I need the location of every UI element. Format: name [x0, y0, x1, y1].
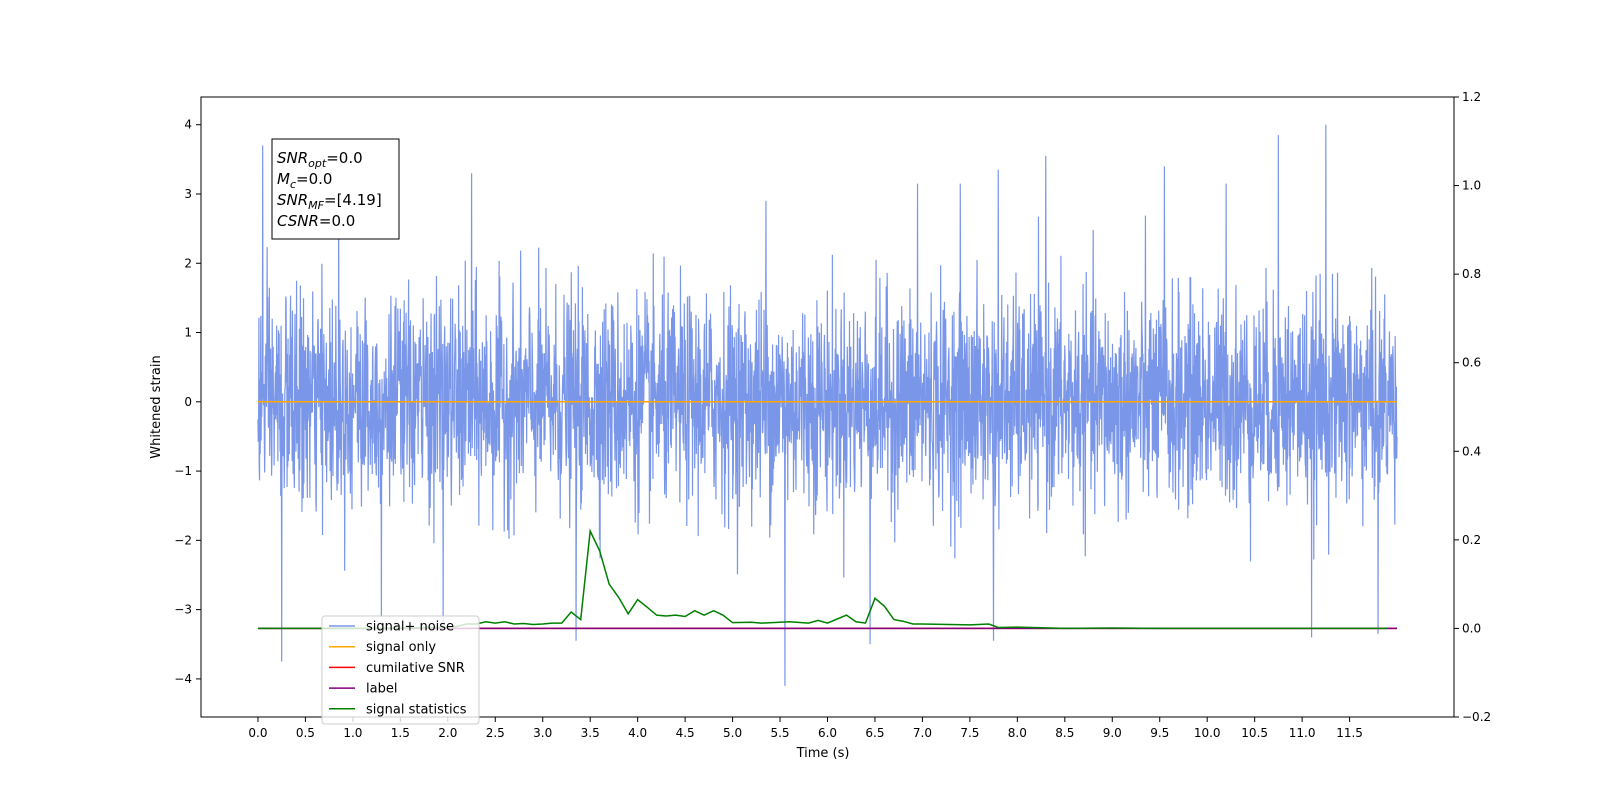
x-tick-label: 4.5 — [676, 726, 695, 740]
annotation-line: Mc=0.0 — [277, 170, 332, 191]
y2-tick-label: 1.0 — [1462, 179, 1481, 193]
data-layer — [257, 124, 1398, 686]
y2-tick-label: 0.6 — [1462, 356, 1481, 370]
y-tick-label: 0 — [184, 395, 192, 409]
x-tick-label: 8.0 — [1008, 726, 1027, 740]
y2-tick-label: −0.2 — [1462, 710, 1491, 724]
x-tick-label: 2.0 — [438, 726, 457, 740]
y2-tick-label: 0.8 — [1462, 267, 1481, 281]
x-tick-label: 8.5 — [1055, 726, 1074, 740]
annotation-frame — [271, 138, 400, 240]
annotation-line: SNRMF=[4.19] — [277, 191, 382, 212]
x-axis: 0.0 0.5 1.0 1.5 2.0 2.5 3.0 3.5 4.0 4.5 5.0 5.5 6.0 6… — [248, 717, 1363, 740]
x-tick-label: 10.0 — [1194, 726, 1221, 740]
x-tick-label: 11.0 — [1289, 726, 1316, 740]
y2-tick-label: 0.4 — [1462, 444, 1481, 458]
y-tick-label: 3 — [184, 187, 192, 201]
x-axis-label: Time (s) — [796, 746, 850, 761]
legend-entry-label: label — [366, 682, 397, 697]
x-tick-label: 10.5 — [1241, 726, 1268, 740]
y-tick-label: 4 — [184, 118, 192, 132]
x-tick-label: 7.5 — [960, 726, 979, 740]
x-tick-label: 1.0 — [343, 726, 362, 740]
x-tick-label: 4.0 — [628, 726, 647, 740]
y-axis-left: 4 3 2 1 0 −1 −2 −3 −4 — [174, 118, 201, 686]
x-tick-label: 3.5 — [581, 726, 600, 740]
x-tick-label: 5.5 — [770, 726, 789, 740]
annotation-line: SNRopt=0.0 — [277, 149, 363, 170]
x-tick-label: 9.5 — [1150, 726, 1169, 740]
x-tick-label: 2.5 — [486, 726, 505, 740]
x-tick-label: 0.5 — [296, 726, 315, 740]
y-tick-label: 1 — [184, 326, 192, 340]
y-axis-label: Whitened strain — [149, 355, 164, 458]
y2-tick-label: 0.0 — [1462, 621, 1481, 635]
y-axis-right: 1.2 1.0 0.8 0.6 0.4 0.2 0.0 −0.2 — [1454, 90, 1491, 724]
x-tick-label: 11.5 — [1336, 726, 1363, 740]
x-tick-label: 9.0 — [1103, 726, 1122, 740]
legend-entry-label: cumilative SNR — [366, 661, 465, 676]
x-tick-label: 0.0 — [248, 726, 267, 740]
series-layer — [257, 124, 1398, 686]
y2-tick-label: 1.2 — [1462, 90, 1481, 104]
legend: signal+ noise signal only cumilative SNR la… — [321, 615, 480, 725]
y-tick-label: −1 — [174, 464, 192, 478]
legend-entry-label: signal only — [366, 640, 436, 655]
y-tick-label: −4 — [174, 672, 192, 686]
x-tick-label: 3.0 — [533, 726, 552, 740]
legend-entry-label: signal+ noise — [366, 620, 454, 635]
x-tick-label: 6.0 — [818, 726, 837, 740]
series-signal-statistics-line — [257, 528, 1388, 630]
y2-tick-label: 0.2 — [1462, 533, 1481, 547]
y-tick-label: −2 — [174, 533, 192, 547]
y-tick-label: −3 — [174, 603, 192, 617]
y-tick-label: 2 — [184, 256, 192, 270]
x-tick-label: 6.5 — [865, 726, 884, 740]
series-signal-noise-line — [257, 124, 1398, 686]
x-tick-label: 5.0 — [723, 726, 742, 740]
legend-frame — [321, 615, 480, 725]
annotation-line: CSNR=0.0 — [277, 212, 355, 230]
x-tick-label: 7.0 — [913, 726, 932, 740]
legend-entry-label: signal statistics — [366, 702, 467, 717]
x-tick-label: 1.5 — [391, 726, 410, 740]
